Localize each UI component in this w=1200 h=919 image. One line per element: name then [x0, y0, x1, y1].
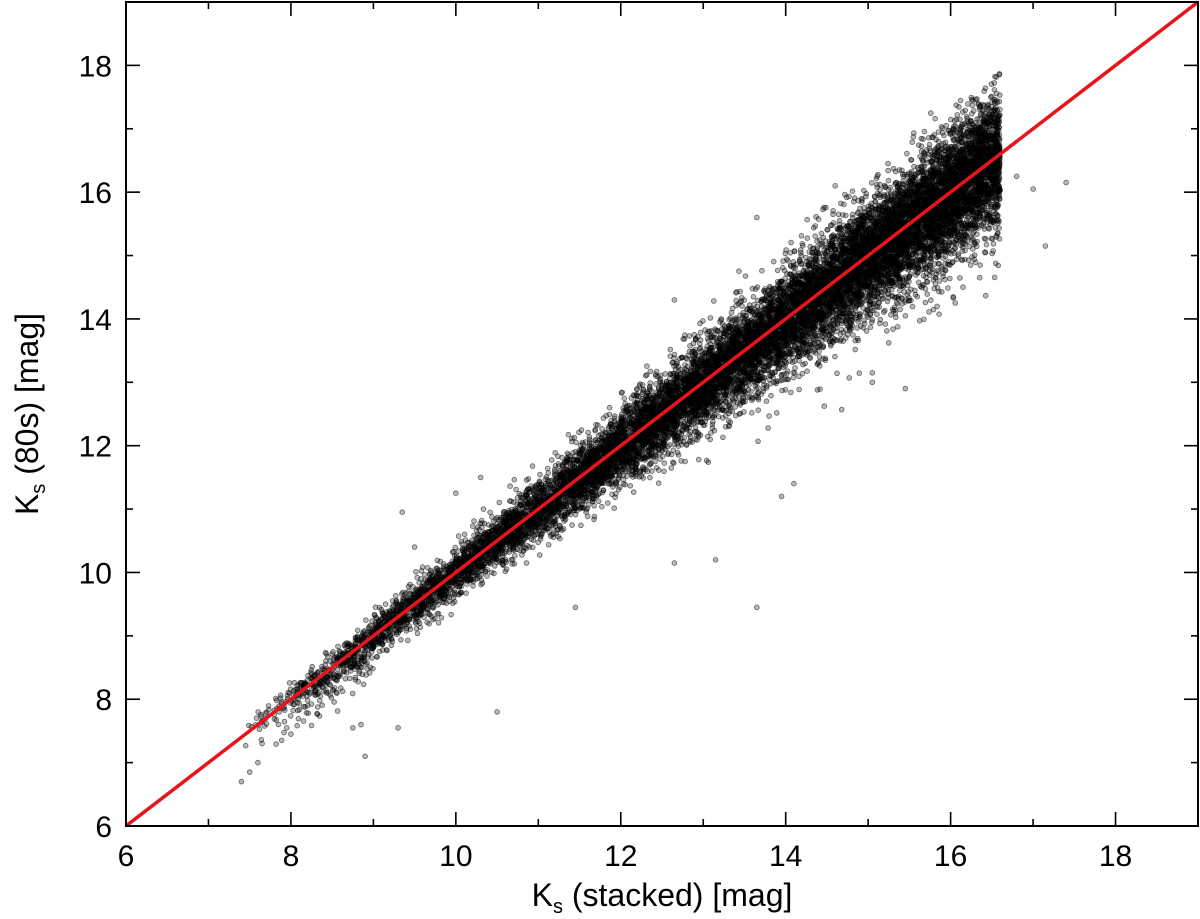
- scatter-point: [695, 456, 702, 463]
- scatter-point: [354, 627, 361, 634]
- scatter-point: [435, 619, 442, 626]
- scatter-point: [404, 637, 411, 644]
- scatter-point: [578, 522, 584, 529]
- scatter-point: [537, 471, 543, 478]
- scatter-point: [832, 353, 838, 360]
- scatter-point: [604, 500, 611, 506]
- scatter-point: [413, 568, 419, 575]
- scatter-point: [952, 300, 958, 306]
- scatter-point: [295, 715, 302, 722]
- scatter-point: [661, 460, 668, 466]
- scatter-point: [684, 356, 690, 363]
- scatter-point: [856, 370, 863, 377]
- scatter-point: [585, 429, 591, 436]
- scatter-point: [995, 262, 1001, 269]
- scatter-point: [707, 315, 714, 321]
- scatter-point: [372, 604, 379, 610]
- scatter-point: [860, 324, 867, 331]
- scatter-point: [755, 384, 761, 391]
- scatter-point: [523, 560, 530, 566]
- scatter-point: [927, 297, 934, 304]
- scatter-point: [463, 590, 469, 596]
- scatter-point: [765, 425, 771, 431]
- scatter-point: [967, 262, 974, 268]
- scatter-point: [953, 102, 959, 108]
- scatter-point: [392, 592, 399, 599]
- scatter-point: [846, 375, 852, 381]
- scatter-point: [503, 566, 510, 572]
- scatter-point: [983, 241, 990, 248]
- scatter-point: [667, 346, 674, 353]
- scatter-point: [644, 363, 650, 370]
- scatter-point: [990, 241, 997, 247]
- scatter-point: [924, 291, 931, 298]
- scatter-point: [777, 377, 784, 384]
- scatter-point: [882, 321, 889, 327]
- scatter-points: [238, 71, 1069, 785]
- scatter-point: [804, 235, 811, 242]
- scatter-point: [944, 285, 951, 291]
- scatter-point: [720, 434, 726, 441]
- scatter-point: [849, 188, 856, 195]
- scatter-point: [904, 150, 910, 157]
- scatter-point: [661, 468, 667, 475]
- scatter-point: [662, 371, 668, 377]
- scatter-point: [736, 268, 742, 275]
- scatter-point: [278, 737, 285, 744]
- scatter-point: [957, 275, 963, 281]
- scatter-point: [752, 286, 759, 292]
- scatter-point: [796, 357, 802, 364]
- scatter-point: [349, 690, 356, 697]
- scatter-point: [897, 306, 903, 313]
- scatter-point: [653, 368, 660, 375]
- scatter-point: [766, 413, 772, 419]
- scatter-point: [595, 498, 602, 505]
- scatter-point: [697, 329, 704, 336]
- scatter-point: [414, 574, 421, 581]
- scatter-point: [814, 238, 820, 245]
- scatter-point: [319, 702, 326, 708]
- scatter-point: [991, 274, 998, 281]
- scatter-point: [788, 239, 794, 246]
- scatter-point: [281, 729, 287, 736]
- scatter-point: [926, 309, 932, 315]
- scatter-point: [790, 374, 797, 381]
- scatter-point: [792, 365, 798, 371]
- scatter-point: [755, 438, 761, 445]
- scatter-point: [946, 275, 953, 282]
- scatter-point: [630, 489, 637, 495]
- scatter-point: [655, 480, 662, 487]
- scatter-point: [573, 439, 579, 446]
- scatter-point: [885, 160, 891, 167]
- scatter-point: [894, 323, 901, 330]
- scatter-point: [363, 617, 369, 623]
- scatter-point: [642, 372, 649, 379]
- scatter-point: [867, 324, 874, 331]
- scatter-point: [414, 630, 421, 637]
